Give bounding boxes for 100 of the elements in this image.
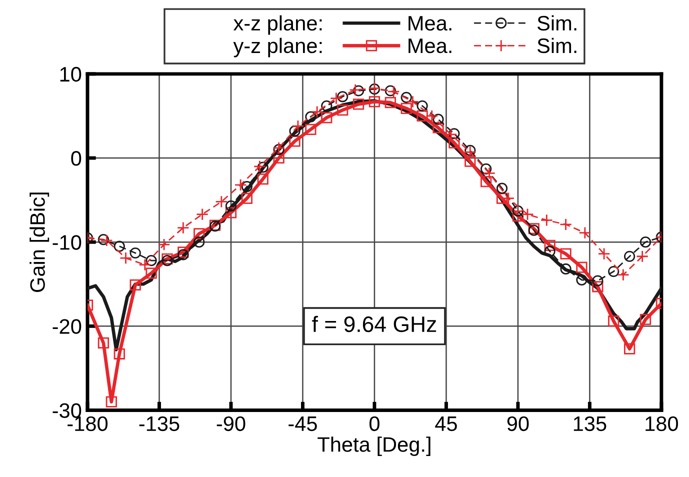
point (130, 247, 141, 259)
point (196, 208, 209, 221)
point (560, 263, 572, 275)
point (234, 178, 247, 192)
point (352, 98, 364, 110)
point (480, 163, 492, 174)
point (464, 146, 476, 158)
x-tick-label: 45 (435, 416, 457, 432)
point (560, 218, 572, 231)
y-tick-label: -10 (52, 235, 82, 250)
point (130, 279, 141, 291)
point (432, 114, 444, 125)
point (448, 128, 460, 140)
point (100, 234, 113, 247)
text: y-z plane: (233, 38, 322, 58)
point (608, 316, 620, 327)
point (176, 222, 190, 234)
point (146, 255, 157, 266)
point (98, 234, 109, 246)
point (416, 110, 428, 122)
point (512, 210, 524, 222)
point (114, 240, 125, 252)
point (624, 250, 636, 262)
point (215, 195, 228, 208)
point (400, 102, 412, 114)
x-tick-label: 180 (646, 416, 678, 432)
point (544, 246, 556, 257)
legend-label: Mea. (408, 38, 452, 54)
x-tick-label: -180 (68, 416, 108, 432)
point (624, 343, 636, 354)
point (273, 152, 284, 164)
point (253, 160, 266, 173)
point (225, 200, 237, 212)
point (305, 111, 316, 122)
y-tick-label: 0 (71, 151, 82, 166)
point (257, 173, 268, 185)
x-tick-label: -135 (139, 416, 180, 432)
point (464, 156, 476, 167)
point (426, 110, 438, 122)
point (225, 207, 237, 218)
text: x-z plane: (233, 15, 322, 35)
point (387, 85, 400, 98)
point (289, 136, 300, 147)
point (337, 91, 348, 102)
point (608, 266, 620, 278)
point (178, 249, 189, 260)
point (512, 205, 524, 217)
point (483, 166, 496, 180)
point (480, 176, 492, 188)
x-axis-title: Theta [Deg.] (318, 436, 430, 456)
point (640, 236, 652, 248)
point (321, 100, 332, 112)
point (337, 104, 348, 116)
legend-label: Sim. (537, 15, 576, 31)
point (146, 268, 157, 279)
point (241, 181, 252, 192)
x-tick-label: -90 (216, 416, 246, 432)
point (640, 314, 652, 325)
y-tick-label: -30 (52, 403, 82, 418)
point (384, 96, 396, 108)
point (576, 262, 588, 273)
point (349, 84, 362, 96)
x-tick-label: 90 (507, 416, 529, 432)
point (464, 144, 476, 156)
point (400, 92, 412, 104)
point (598, 248, 610, 260)
point (98, 337, 109, 349)
point (158, 238, 170, 251)
annotation: f = 9.64 GHz (312, 316, 436, 332)
point (289, 126, 300, 137)
point (592, 275, 604, 286)
point (592, 281, 604, 292)
point (521, 208, 534, 221)
point (194, 236, 205, 248)
point (120, 252, 132, 264)
point (448, 137, 460, 148)
point (578, 226, 592, 240)
legend-label: Sim. (537, 38, 576, 54)
point (560, 248, 572, 260)
x-tick-label: 135 (574, 416, 606, 432)
point (540, 214, 553, 226)
point (496, 182, 508, 194)
y-tick-label: 10 (60, 66, 82, 82)
point (496, 192, 508, 204)
point (352, 85, 364, 96)
point (616, 268, 630, 282)
x-tick-label: -45 (288, 416, 317, 432)
y-axis-title: Gain [dBic] (30, 192, 50, 292)
point (194, 228, 205, 240)
point (273, 144, 284, 156)
point (310, 106, 324, 118)
x-tick-label: 0 (369, 416, 380, 432)
point (305, 124, 316, 135)
point (544, 240, 556, 251)
point (502, 192, 515, 205)
point (257, 162, 268, 173)
point (241, 192, 252, 204)
point (416, 100, 428, 112)
point (330, 92, 342, 105)
point (138, 258, 152, 272)
